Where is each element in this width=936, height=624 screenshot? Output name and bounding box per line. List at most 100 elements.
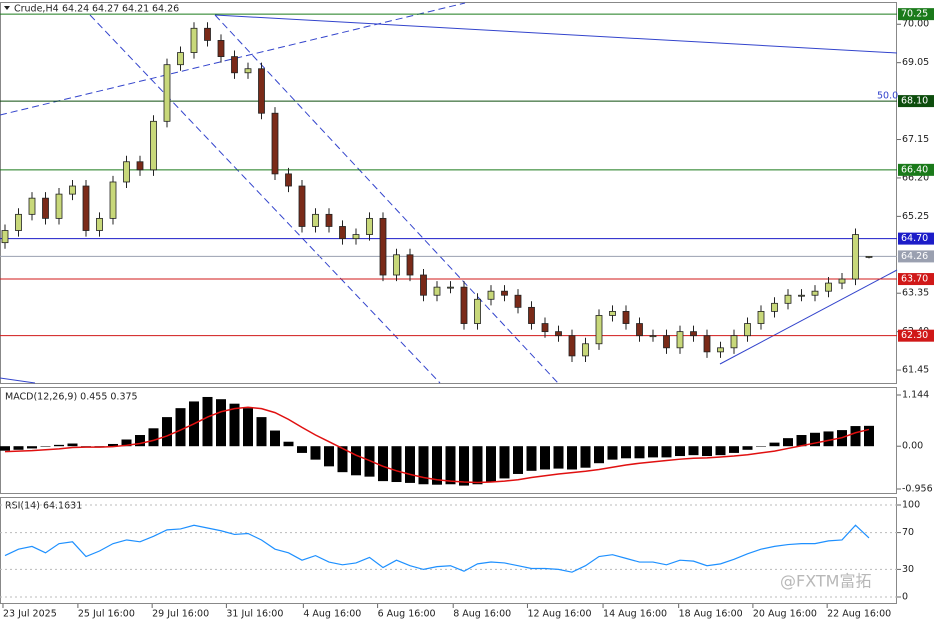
y-tick-label: 0 xyxy=(902,592,908,603)
level-label-box xyxy=(898,329,934,342)
candle-body xyxy=(433,286,441,296)
candle-body xyxy=(190,27,198,53)
macd-bar xyxy=(648,446,658,458)
macd-bar xyxy=(540,446,550,470)
candle-body xyxy=(109,181,117,219)
rsi-line xyxy=(4,524,870,573)
fib-label: 50.0 xyxy=(877,91,898,102)
macd-bar xyxy=(634,446,645,459)
rsi-label: RSI(14) 64.1631 xyxy=(5,501,82,512)
x-tick-label: 22 Aug 16:00 xyxy=(827,609,891,620)
candle-body xyxy=(42,197,49,219)
macd-bar xyxy=(769,442,780,447)
macd-bar xyxy=(283,441,294,447)
level-label: 62.30 xyxy=(901,330,928,341)
candle-body xyxy=(541,323,549,333)
candle-body xyxy=(852,234,859,280)
macd-bar xyxy=(688,446,699,456)
macd-bar xyxy=(391,446,402,483)
macd-bar xyxy=(472,446,483,485)
macd-bar xyxy=(216,399,226,447)
candle-body xyxy=(312,213,319,227)
candle-body xyxy=(663,335,670,349)
level-label: 70.25 xyxy=(901,9,928,20)
macd-bar xyxy=(121,439,132,447)
macd-bar xyxy=(364,446,375,477)
macd-bar xyxy=(783,438,793,447)
y-tick-label: 100 xyxy=(902,500,920,511)
level-label-box xyxy=(898,163,934,176)
candle-body xyxy=(55,193,63,219)
candle-body xyxy=(771,302,778,312)
macd-bar xyxy=(702,446,712,457)
macd-bar xyxy=(594,446,604,464)
macd-bar xyxy=(351,446,361,476)
x-tick-label: 23 Jul 2025 xyxy=(3,609,57,620)
macd-bar xyxy=(162,417,172,447)
header-value: 64.27 xyxy=(92,4,119,15)
macd-bar xyxy=(607,446,618,460)
trend-line xyxy=(0,377,36,384)
candle-body xyxy=(514,294,522,308)
macd-bar xyxy=(580,446,591,468)
channel-line xyxy=(214,14,559,384)
macd-bar xyxy=(297,446,307,453)
candle-body xyxy=(730,335,738,349)
candle-body xyxy=(393,254,400,276)
candle-body xyxy=(325,213,333,227)
macd-bar xyxy=(526,446,537,471)
y-tick-label: 70 xyxy=(902,527,914,538)
header-value: 64.26 xyxy=(152,4,179,15)
x-tick-label: 4 Aug 16:00 xyxy=(303,609,361,620)
candle-body xyxy=(150,120,157,171)
candle-body xyxy=(649,335,657,338)
x-tick-label: 8 Aug 16:00 xyxy=(453,609,511,620)
macd-signal xyxy=(4,406,870,484)
rsi-panel xyxy=(0,497,897,604)
candle-body xyxy=(366,217,373,235)
macd-bar xyxy=(796,435,807,447)
macd-bar xyxy=(405,446,415,483)
macd-bar xyxy=(135,435,145,447)
channel-line xyxy=(89,14,441,384)
candle-body xyxy=(285,173,292,187)
macd-bar xyxy=(661,446,672,458)
macd-bar xyxy=(27,446,37,449)
candle-body xyxy=(204,27,211,41)
candle-body xyxy=(676,331,684,349)
macd-bar xyxy=(459,446,469,486)
macd-bar xyxy=(175,408,186,447)
header-value: 64.21 xyxy=(122,4,149,15)
macd-bar xyxy=(337,446,348,473)
candle-body xyxy=(825,282,832,292)
level-label-box xyxy=(898,8,934,21)
candle-body xyxy=(447,286,454,289)
collapse-icon[interactable] xyxy=(4,6,10,10)
x-tick-label: 29 Jul 16:00 xyxy=(152,609,209,620)
macd-bar xyxy=(229,403,240,447)
candle-body xyxy=(339,226,346,240)
x-tick-label: 25 Jul 16:00 xyxy=(78,609,135,620)
candle-body xyxy=(703,335,711,353)
candle-body xyxy=(82,185,90,231)
y-tick-label: -0.956 xyxy=(902,484,933,495)
candle-body xyxy=(555,331,562,337)
candle-body xyxy=(379,217,387,276)
macd-bar xyxy=(202,396,213,447)
candle-body xyxy=(406,254,414,276)
candle-body xyxy=(838,278,846,284)
macd-bar xyxy=(675,446,685,457)
candle-body xyxy=(244,68,252,74)
candle-body xyxy=(784,294,792,304)
candle-body xyxy=(501,290,508,296)
macd-bar xyxy=(715,446,726,456)
candle-body xyxy=(622,311,630,324)
macd-bar xyxy=(310,446,321,460)
candle-body xyxy=(487,290,495,300)
macd-bar xyxy=(324,446,334,467)
candle-body xyxy=(582,343,589,357)
level-label: 66.40 xyxy=(901,164,928,175)
candle-body xyxy=(811,290,819,296)
